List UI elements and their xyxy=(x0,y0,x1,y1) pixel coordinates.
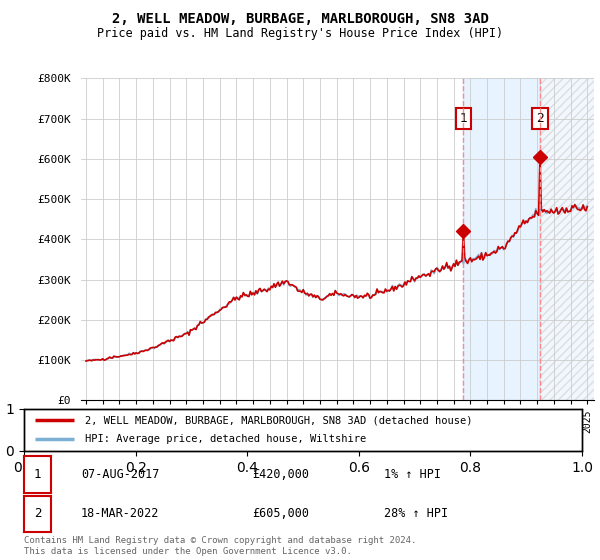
Text: £605,000: £605,000 xyxy=(252,507,309,520)
Text: 1% ↑ HPI: 1% ↑ HPI xyxy=(384,468,441,481)
Text: 28% ↑ HPI: 28% ↑ HPI xyxy=(384,507,448,520)
Text: 2: 2 xyxy=(34,507,41,520)
Text: Price paid vs. HM Land Registry's House Price Index (HPI): Price paid vs. HM Land Registry's House … xyxy=(97,27,503,40)
Text: 07-AUG-2017: 07-AUG-2017 xyxy=(81,468,160,481)
Text: HPI: Average price, detached house, Wiltshire: HPI: Average price, detached house, Wilt… xyxy=(85,435,367,445)
Text: Contains HM Land Registry data © Crown copyright and database right 2024.
This d: Contains HM Land Registry data © Crown c… xyxy=(24,536,416,556)
Bar xyxy=(540,78,596,400)
Text: £420,000: £420,000 xyxy=(252,468,309,481)
Text: 2: 2 xyxy=(536,112,544,125)
Text: 1: 1 xyxy=(34,468,41,481)
Bar xyxy=(540,78,596,400)
Text: 1: 1 xyxy=(460,112,467,125)
Bar xyxy=(463,78,540,400)
Text: 18-MAR-2022: 18-MAR-2022 xyxy=(81,507,160,520)
Text: 2, WELL MEADOW, BURBAGE, MARLBOROUGH, SN8 3AD (detached house): 2, WELL MEADOW, BURBAGE, MARLBOROUGH, SN… xyxy=(85,415,473,425)
Text: 2, WELL MEADOW, BURBAGE, MARLBOROUGH, SN8 3AD: 2, WELL MEADOW, BURBAGE, MARLBOROUGH, SN… xyxy=(112,12,488,26)
